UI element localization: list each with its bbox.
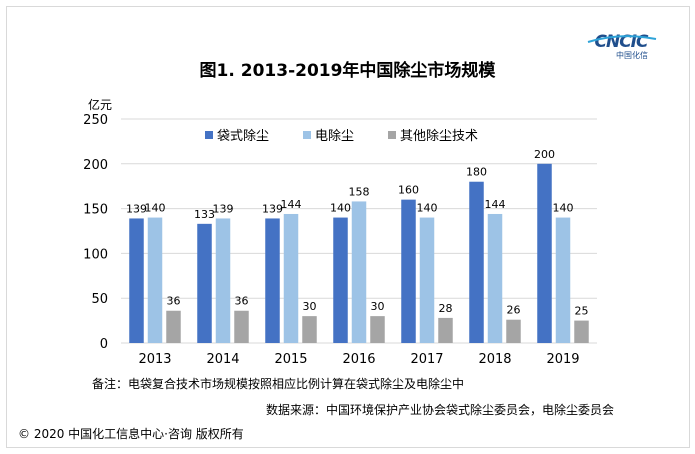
bar (215, 218, 231, 343)
data-label: 200 (534, 148, 555, 161)
figure-border (6, 6, 690, 448)
chart-title: 图1. 2013-2019年中国除尘市场规模 (199, 61, 496, 81)
y-tick-label: 50 (91, 292, 108, 307)
bar (506, 319, 521, 343)
data-label: 139 (213, 202, 234, 215)
bar (129, 218, 144, 343)
legend-label: 电除尘 (315, 129, 354, 144)
bar (438, 317, 453, 343)
y-tick-label: 250 (83, 113, 108, 128)
bar (302, 316, 317, 343)
bar (197, 223, 212, 343)
x-tick-label: 2019 (546, 352, 579, 367)
bar (487, 213, 503, 343)
data-label: 30 (303, 300, 317, 313)
bar (555, 217, 571, 343)
bar (234, 310, 249, 343)
legend-swatch (303, 131, 311, 139)
data-label: 140 (417, 202, 438, 215)
bar (419, 217, 435, 343)
bar (147, 217, 163, 343)
data-label: 30 (371, 300, 385, 313)
y-axis-label: 亿元 (88, 98, 113, 112)
x-tick-label: 2014 (206, 352, 239, 367)
legend-swatch (388, 131, 396, 139)
data-label: 36 (167, 295, 181, 308)
data-label: 158 (349, 185, 370, 198)
data-label: 180 (466, 166, 487, 179)
data-label: 28 (439, 302, 453, 315)
x-tick-label: 2017 (410, 352, 443, 367)
y-tick-label: 150 (83, 203, 108, 218)
data-label: 26 (507, 304, 521, 317)
copyright: © 2020 中国化工信息中心·咨询 版权所有 (18, 427, 244, 441)
data-label: 144 (281, 198, 302, 211)
legend-label: 其他除尘技术 (400, 129, 478, 144)
bar (370, 316, 385, 343)
data-label: 140 (145, 202, 166, 215)
bar (401, 199, 416, 343)
bar (574, 320, 589, 343)
data-label: 140 (553, 202, 574, 215)
data-label: 25 (575, 305, 589, 318)
footnote: 备注：电袋复合技术市场规模按照相应比例计算在袋式除尘及电除尘中 (92, 377, 465, 391)
y-tick-label: 0 (100, 337, 108, 352)
data-source: 数据来源：中国环境保护产业协会袋式除尘委员会，电除尘委员会 (266, 403, 615, 417)
x-tick-label: 2018 (478, 352, 511, 367)
x-tick-label: 2016 (342, 352, 375, 367)
svg-text:中国化信: 中国化信 (616, 50, 648, 60)
bar (469, 181, 484, 343)
data-label: 139 (126, 202, 147, 215)
y-tick-label: 100 (83, 247, 108, 262)
data-label: 144 (485, 198, 506, 211)
cncic-logo: CNCIC 中国化信 (584, 30, 659, 64)
x-tick-label: 2013 (138, 352, 171, 367)
bar (265, 218, 280, 343)
bar (166, 310, 181, 343)
legend-label: 袋式除尘 (217, 129, 269, 144)
data-label: 140 (330, 202, 351, 215)
bar (283, 213, 299, 343)
y-tick-label: 200 (83, 158, 108, 173)
data-label: 133 (194, 208, 215, 221)
x-tick-label: 2015 (274, 352, 307, 367)
data-label: 139 (262, 202, 283, 215)
legend-swatch (205, 131, 213, 139)
data-label: 160 (398, 184, 419, 197)
bar (537, 163, 552, 343)
bar (351, 201, 367, 343)
data-label: 36 (235, 295, 249, 308)
bar (333, 217, 348, 343)
